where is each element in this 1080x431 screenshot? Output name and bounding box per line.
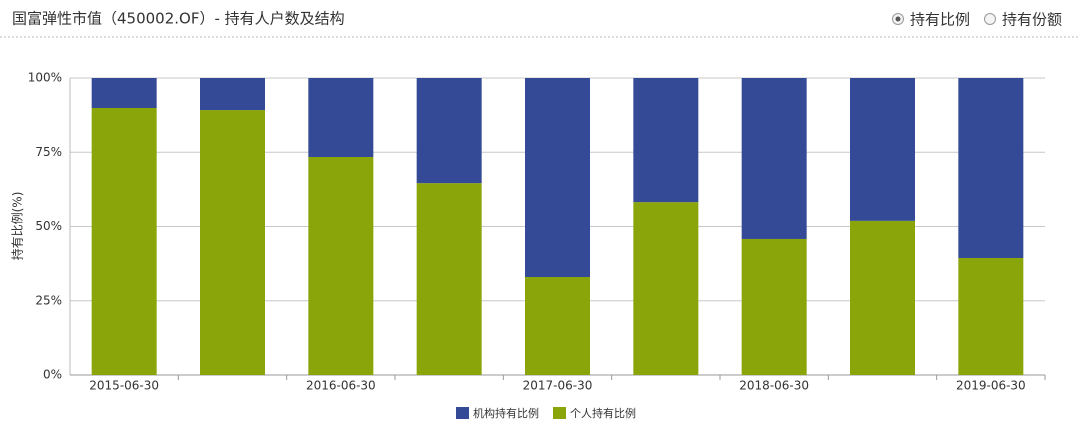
bar-segment	[416, 78, 482, 184]
x-tick-label: 2018-06-30	[739, 379, 809, 393]
legend-label: 机构持有比例	[473, 406, 539, 420]
bar-segment	[308, 78, 374, 158]
bar-segment	[200, 110, 265, 376]
radio-button[interactable]	[984, 13, 996, 25]
x-tick-label: 2019-06-30	[956, 379, 1026, 393]
x-tick-label: 2017-06-30	[523, 379, 593, 393]
y-tick-label: 50%	[35, 219, 62, 233]
radio-dot	[895, 16, 901, 22]
bar-segment	[850, 78, 915, 221]
bar-segment	[741, 78, 807, 239]
y-tick-label: 25%	[35, 293, 62, 307]
chart-title: 国富弹性市值（450002.OF）- 持有人户数及结构	[12, 10, 345, 28]
bar-segment	[525, 78, 590, 277]
bar-segment	[308, 157, 374, 375]
bar-segment	[416, 183, 482, 375]
bar-segment	[633, 202, 699, 375]
y-tick-label: 75%	[35, 145, 62, 159]
legend-swatch	[456, 407, 469, 419]
bar-segment	[850, 220, 915, 375]
y-axis-label: 持有比例(%)	[10, 192, 25, 261]
bar-segment	[958, 257, 1024, 375]
radio-label[interactable]: 持有比例	[910, 11, 970, 29]
y-tick-label: 0%	[43, 368, 62, 382]
x-tick-label: 2016-06-30	[306, 379, 376, 393]
legend-swatch	[553, 407, 566, 419]
bar-segment	[91, 107, 157, 375]
radio-label[interactable]: 持有份额	[1002, 11, 1062, 29]
legend-label: 个人持有比例	[570, 406, 636, 420]
y-tick-label: 100%	[28, 71, 62, 85]
x-tick-label: 2015-06-30	[89, 379, 159, 393]
bar-segment	[525, 276, 590, 375]
bar-segment	[200, 78, 265, 111]
bar-segment	[741, 238, 807, 375]
bar-segment	[91, 78, 157, 108]
bar-segment	[958, 78, 1024, 258]
bar-segment	[633, 78, 699, 203]
